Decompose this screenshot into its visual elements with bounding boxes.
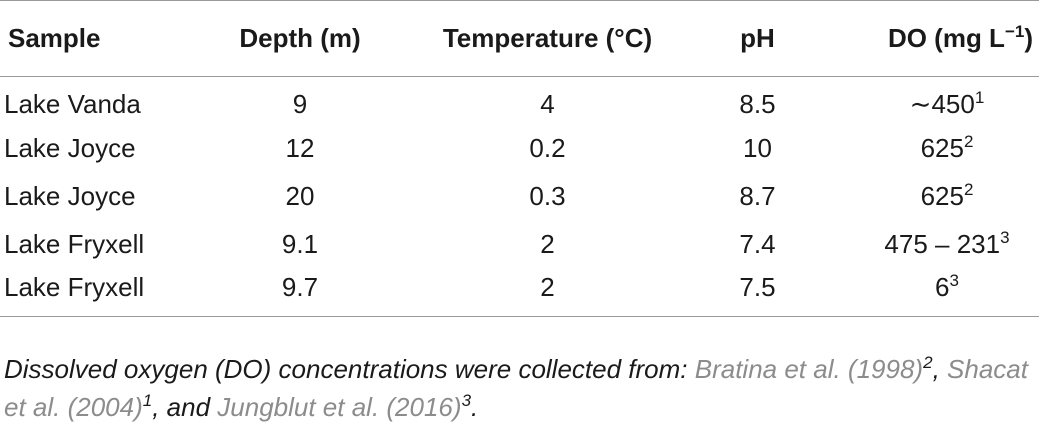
table-row: Lake Joyce 12 0.2 10 6252 [0,125,1039,173]
cell-temperature: 0.2 [529,133,566,163]
cell-ph: 7.4 [739,229,776,259]
cell-sample: Lake Fryxell [4,229,145,259]
table-body: Lake Vanda 9 4 8.5 ∼4501 Lake Joyce 12 0… [0,77,1039,317]
header-sample: Sample [8,23,101,53]
table-row: Lake Joyce 20 0.3 8.7 6252 [0,173,1039,221]
cell-do-value: 625 [920,181,964,211]
cell-temperature: 2 [540,229,555,259]
header-do-close: ) [1024,23,1033,53]
cell-depth: 9 [292,89,308,120]
cell-do-ref: 1 [974,88,985,108]
header-do: DO (mg L−1) [815,1,1039,77]
cell-do: 475 – 2313 [815,221,1039,269]
cell-sample: Lake Joyce [4,133,136,163]
footnote-end: . [471,392,479,422]
footnote-ref1-marker: 2 [923,353,933,372]
cell-do-ref: 3 [1000,228,1010,247]
header-depth: Depth (m) [239,23,361,53]
cell-depth: 12 [285,133,315,163]
cell-sample: Lake Vanda [4,89,141,120]
header-do-exponent: −1 [1004,22,1025,41]
cell-ph: 7.5 [739,271,776,302]
cell-ph: 10 [743,133,772,163]
cell-do: 6252 [815,173,1039,221]
reference-link-bratina[interactable]: Bratina et al. (1998) [694,354,924,384]
cell-do: ∼4501 [815,77,1039,125]
cell-depth: 9.7 [281,271,319,302]
table-footnote: Dissolved oxygen (DO) concentrations wer… [4,350,1034,426]
footnote-ref2-marker: 1 [142,391,153,410]
cell-do: 63 [815,269,1039,317]
cell-do-value: 475 – 231 [884,229,1001,259]
reference-link-jungblut[interactable]: Jungblut et al. (2016) [217,392,462,422]
cell-ph: 8.5 [739,89,776,120]
cell-do-ref: 3 [949,270,959,290]
cell-do-ref: 2 [963,180,974,199]
header-temperature: Temperature (°C) [442,23,653,53]
footnote-separator: , and [152,392,218,422]
cell-temperature: 2 [540,271,555,302]
table-row: Lake Fryxell 9.7 2 7.5 63 [0,269,1039,317]
reference-link-shacat[interactable]: Shacat et al. (2004) [4,354,1028,422]
footnote-separator: , [932,354,948,384]
cell-temperature: 0.3 [529,181,566,211]
header-ph: pH [740,23,775,53]
cell-do-value: 625 [920,133,964,163]
header-do-label: DO (mg L [887,23,1005,53]
cell-do: 6252 [815,125,1039,173]
header-row: Sample Depth (m) Temperature (°C) pH DO … [0,0,1039,77]
data-table-container: Sample Depth (m) Temperature (°C) pH DO … [0,0,1039,317]
cell-sample: Lake Fryxell [4,271,145,302]
footnote-ref3-marker: 3 [461,391,472,410]
cell-do-value: ∼450 [909,89,975,120]
table-row: Lake Vanda 9 4 8.5 ∼4501 [0,77,1039,125]
footnote-intro: Dissolved oxygen (DO) concentrations wer… [4,354,695,384]
lake-data-table: Sample Depth (m) Temperature (°C) pH DO … [0,0,1039,317]
cell-do-value: 6 [935,271,950,302]
cell-depth: 20 [285,181,315,211]
cell-sample: Lake Joyce [4,181,136,211]
cell-ph: 8.7 [739,181,776,211]
cell-do-ref: 2 [963,132,974,151]
cell-depth: 9.1 [281,229,319,259]
table-header: Sample Depth (m) Temperature (°C) pH DO … [0,0,1039,77]
table-row: Lake Fryxell 9.1 2 7.4 475 – 2313 [0,221,1039,269]
cell-temperature: 4 [540,89,555,120]
